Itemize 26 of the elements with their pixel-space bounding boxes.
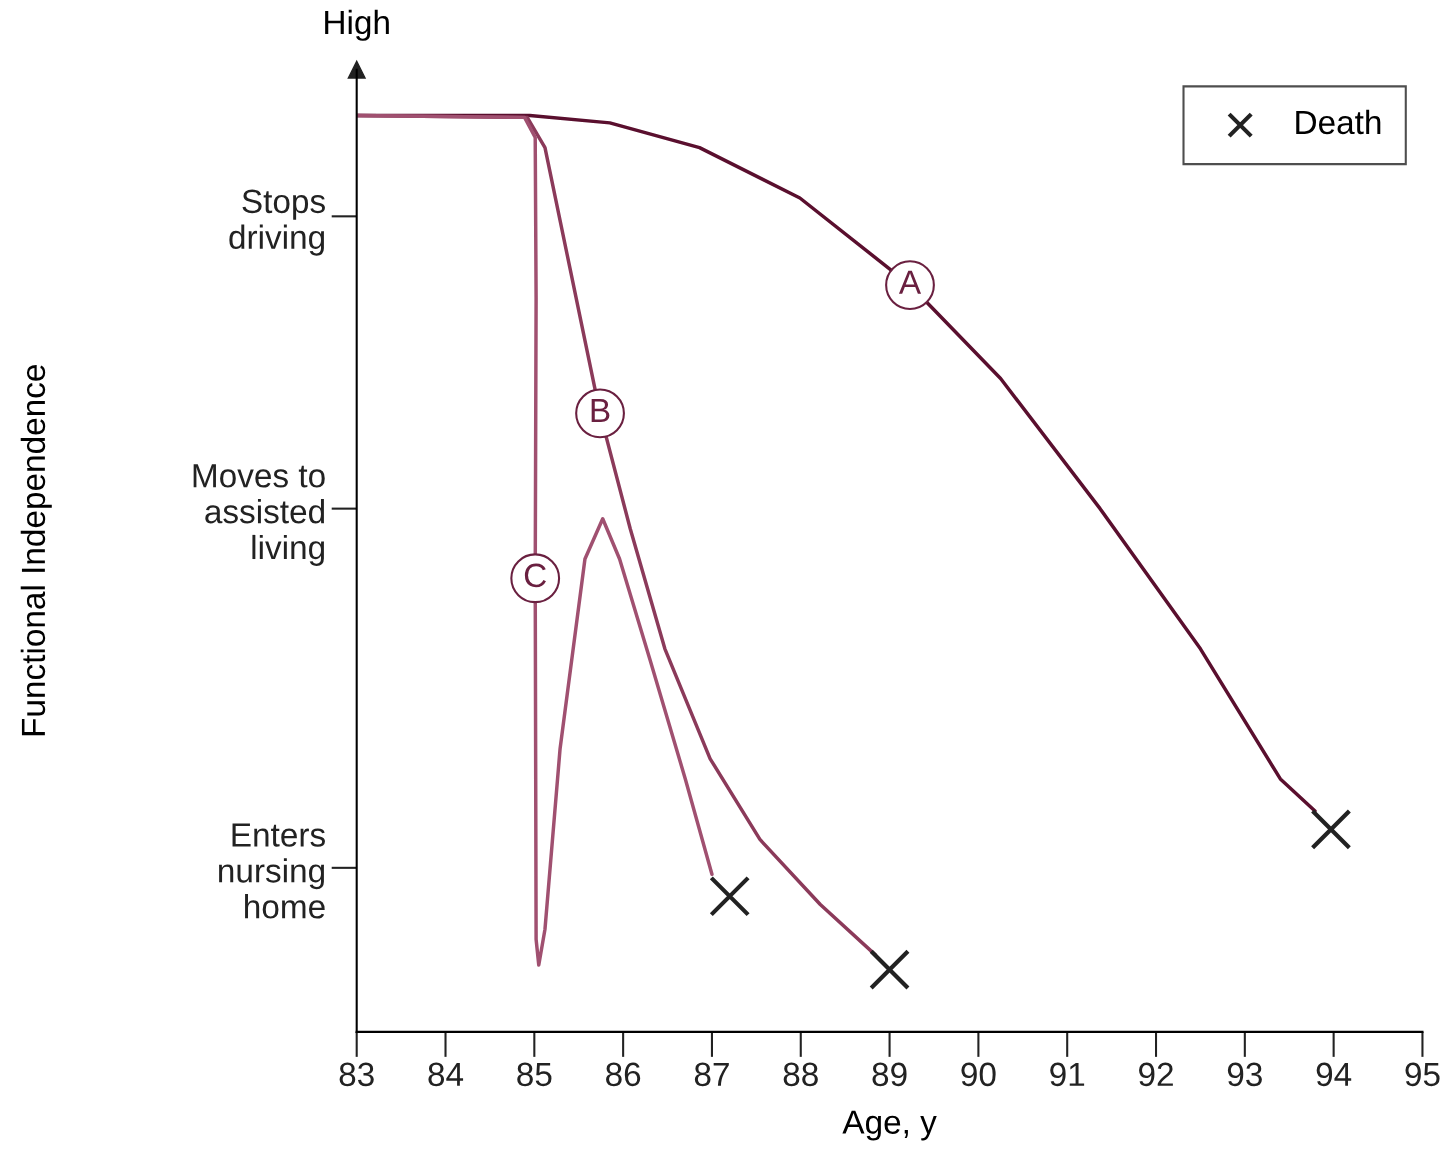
point bbox=[869, 949, 911, 991]
x-tick-label: 85 bbox=[517, 1062, 552, 1087]
x-tick-label: 88 bbox=[783, 1062, 818, 1087]
x-tick-label: 93 bbox=[1227, 1062, 1262, 1087]
x-tick-label: 94 bbox=[1316, 1062, 1352, 1087]
text: High bbox=[325, 9, 389, 41]
x-axis-title: Age, y bbox=[842, 1110, 937, 1141]
x-tick-label: 90 bbox=[961, 1062, 996, 1087]
x-tick-label: 84 bbox=[428, 1062, 464, 1087]
x-tick-label: 86 bbox=[606, 1062, 641, 1087]
point bbox=[709, 875, 751, 917]
x-tick-label: 95 bbox=[1405, 1062, 1440, 1087]
x-tick-label: 92 bbox=[1139, 1062, 1173, 1087]
text: Functional Independence bbox=[20, 365, 52, 736]
ref-line-label: Enters nursing home bbox=[219, 823, 325, 919]
point bbox=[1310, 808, 1352, 850]
annotation: A bbox=[898, 270, 922, 294]
legend-label: Death bbox=[1296, 109, 1381, 135]
annotation: C bbox=[524, 563, 546, 588]
x-tick-label: 89 bbox=[872, 1062, 907, 1087]
annotation: B bbox=[591, 399, 610, 422]
x-tick-label: 87 bbox=[694, 1062, 729, 1087]
ref-line-label: Moves to assisted living bbox=[193, 464, 325, 566]
ref-line-label: Stops driving bbox=[229, 189, 325, 256]
x-tick-label: 91 bbox=[1050, 1062, 1085, 1087]
x-tick-label: 83 bbox=[339, 1062, 374, 1087]
